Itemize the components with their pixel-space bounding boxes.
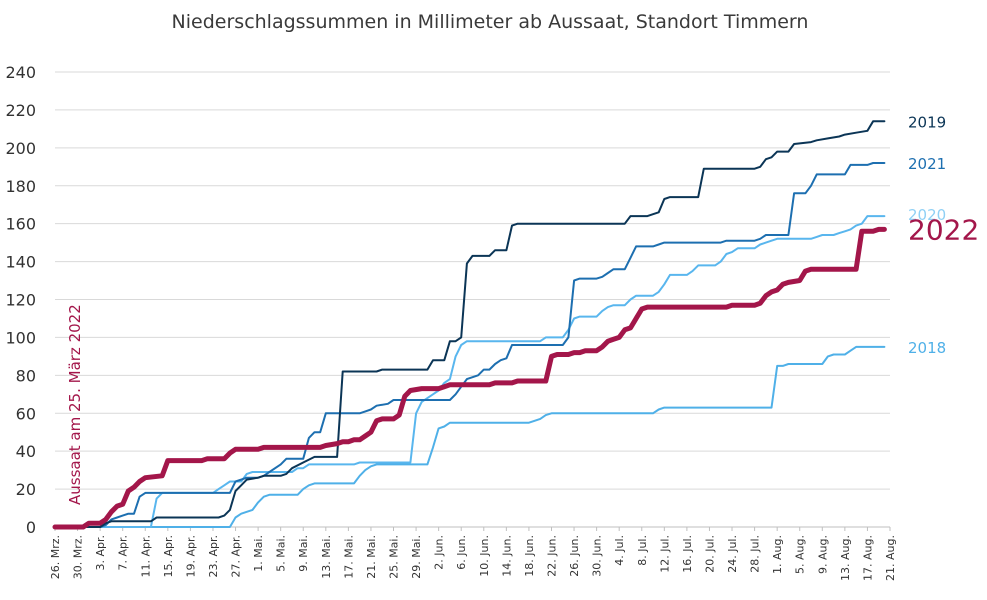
- y-axis-ticks: 0 20 40 60 80 100 120 140 160 180 200 220 240: [5, 63, 36, 537]
- x-tick-label: 10. Jun.: [478, 535, 491, 577]
- x-tick-label: 26. Mrz.: [49, 535, 62, 579]
- x-tick-label: 12. Jul.: [658, 535, 671, 573]
- x-tick-label: 13. Aug.: [839, 535, 852, 581]
- x-tick-label: 17. Mai.: [342, 535, 355, 579]
- y-tick-label: 220: [5, 101, 36, 120]
- y-tick-label: 120: [5, 291, 36, 310]
- x-tick-label: 21. Aug.: [884, 535, 897, 581]
- series-line-2018: [54, 345, 886, 528]
- x-tick-label: 29. Mai.: [410, 535, 423, 579]
- legend-label-2022: 2022: [908, 213, 979, 246]
- x-tick-label: 5. Mai.: [275, 535, 288, 572]
- y-tick-label: 40: [16, 442, 36, 461]
- x-tick-label: 25. Mai.: [388, 535, 401, 579]
- x-tick-label: 9. Aug.: [816, 535, 829, 574]
- x-tick-label: 30. Mrz.: [72, 535, 85, 579]
- x-tick-label: 5. Aug.: [794, 535, 807, 574]
- x-tick-label: 3. Apr.: [94, 535, 107, 571]
- x-tick-label: 30. Jun.: [591, 535, 604, 577]
- series-line-2020: [54, 215, 886, 528]
- x-tick-label: 6. Jun.: [455, 535, 468, 570]
- y-tick-label: 60: [16, 404, 36, 423]
- legend-labels: 2019 2021 2020 2018 2022: [908, 113, 979, 357]
- x-tick-label: 11. Apr.: [139, 535, 152, 578]
- y-tick-label: 0: [26, 518, 36, 537]
- x-tick-label: 7. Apr.: [117, 535, 130, 571]
- x-tick-label: 16. Jul.: [681, 535, 694, 573]
- y-tick-label: 160: [5, 215, 36, 234]
- y-tick-label: 200: [5, 139, 36, 158]
- x-tick-label: 23. Apr.: [207, 535, 220, 578]
- legend-label-2020: 2020: [908, 206, 946, 224]
- x-tick-label: 13. Mai.: [320, 535, 333, 579]
- x-tick-label: 9. Mai.: [297, 535, 310, 572]
- x-tick-label: 1. Mai.: [252, 535, 265, 572]
- x-tick-label: 15. Apr.: [162, 535, 175, 578]
- legend-label-2019: 2019: [908, 113, 946, 131]
- y-tick-label: 20: [16, 480, 36, 499]
- series-line-2019: [54, 120, 886, 528]
- x-axis-ticks: 26. Mrz. 30. Mrz. 3. Apr. 7. Apr. 11. Apr. 15…: [49, 527, 897, 581]
- x-tick-label: 17. Aug.: [861, 535, 874, 581]
- x-tick-label: 22. Jun.: [545, 535, 558, 577]
- series-line-2022: [52, 226, 887, 530]
- y-tick-label: 140: [5, 253, 36, 272]
- x-tick-label: 18. Jun.: [523, 535, 536, 577]
- x-tick-label: 21. Mai.: [365, 535, 378, 579]
- series-lines: [52, 120, 887, 530]
- y-tick-label: 100: [5, 328, 36, 347]
- x-tick-label: 28. Jul.: [749, 535, 762, 573]
- x-tick-label: 4. Jul.: [613, 535, 626, 566]
- x-tick-label: 19. Apr.: [184, 535, 197, 578]
- x-tick-label: 20. Jul.: [703, 535, 716, 573]
- y-tick-label: 80: [16, 366, 36, 385]
- y-tick-label: 180: [5, 177, 36, 196]
- x-tick-label: 1. Aug.: [771, 535, 784, 574]
- gridlines: [55, 71, 890, 528]
- series-line-2021: [54, 162, 886, 528]
- sowing-annotation: Aussaat am 25. März 2022: [66, 304, 84, 505]
- y-tick-label: 240: [5, 63, 36, 82]
- x-tick-label: 8. Jul.: [636, 535, 649, 566]
- legend-label-2018: 2018: [908, 339, 946, 357]
- x-tick-label: 2. Jun.: [433, 535, 446, 570]
- legend-label-2021: 2021: [908, 155, 946, 173]
- x-tick-label: 26. Jun.: [568, 535, 581, 577]
- x-tick-label: 27. Apr.: [230, 535, 243, 578]
- chart-title: Niederschlagssummen in Millimeter ab Aus…: [172, 11, 809, 33]
- x-tick-label: 24. Jul.: [726, 535, 739, 573]
- x-tick-label: 14. Jun.: [500, 535, 513, 577]
